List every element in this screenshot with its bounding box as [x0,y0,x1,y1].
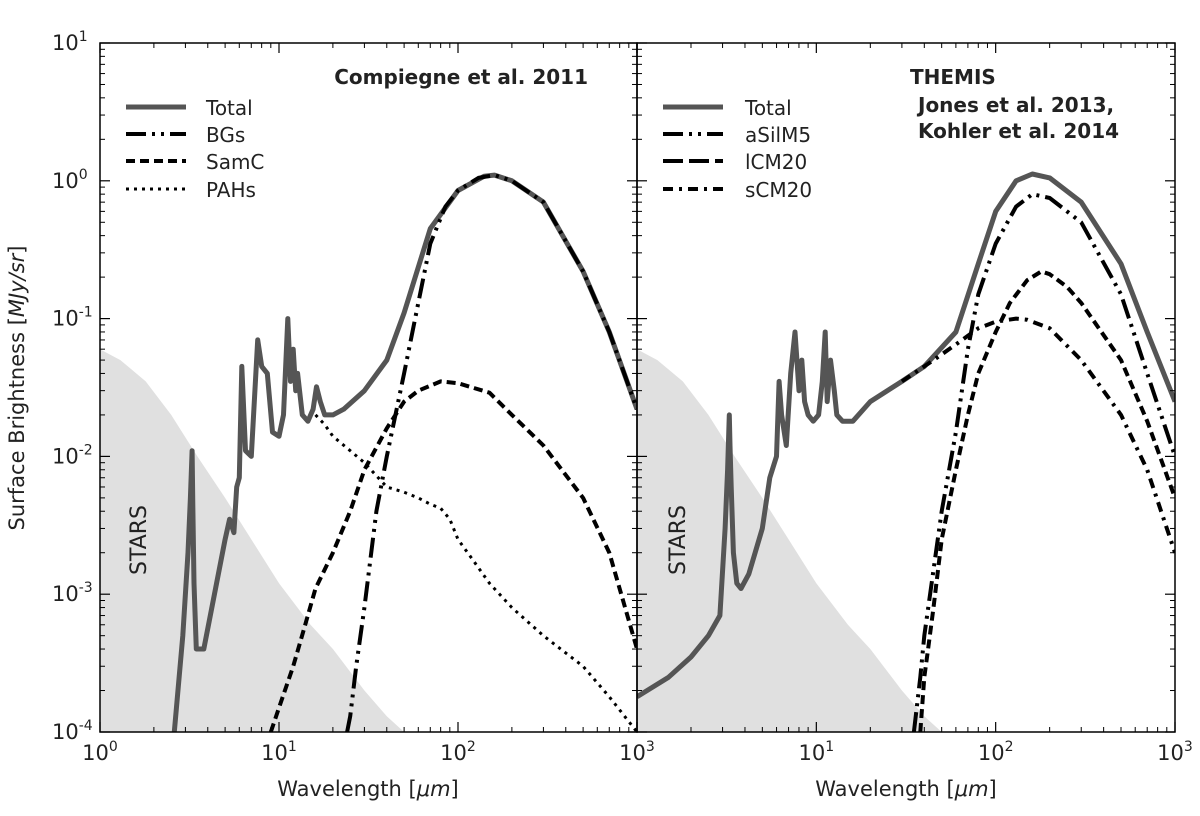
stars-label-left: STARS [127,505,152,575]
x-tick-label: 102 [978,739,1014,765]
stars-label-right: STARS [666,505,691,575]
x-tick-label: 101 [261,739,297,765]
series-line-total-left [171,172,637,732]
y-tick-label: 100 [52,167,88,193]
series-line-asilm5-right [911,192,1175,732]
series-line-lcm20-right [918,269,1175,732]
y-tick-label: 10-4 [52,718,93,744]
series-line-samc-left [268,379,637,732]
y-tick-label: 10-2 [52,442,93,468]
x-tick-label: 103 [619,739,655,765]
panel-title-right-1: THEMIS [910,65,996,89]
series-line-total-right [637,171,1175,699]
y-tick-label: 10-3 [52,580,93,606]
x-tick-label: 100 [82,739,118,765]
legend-right: Total aSilM5 lCM20 sCM20 [663,96,812,202]
x-tick-label: 103 [1157,739,1193,765]
x-tick-label: 101 [799,739,835,765]
legend-label-bgs: BGs [206,123,245,147]
legend-label-pahs: PAHs [206,178,256,202]
legend-left: Total BGs SamC PAHs [126,96,264,202]
series-line-scm20-right [900,316,1175,554]
legend-label-scm20: sCM20 [745,178,812,202]
panel-frame-right [636,42,1176,733]
y-tick-label: 101 [52,29,88,55]
legend-label-total-left: Total [205,96,253,120]
legend-label-samc: SamC [206,150,264,174]
panel-title-right-3: Kohler et al. 2014 [918,119,1119,143]
y-tick-label: 10-1 [52,305,93,331]
panel-title-left: Compiegne et al. 2011 [334,65,588,89]
series-line-bgs-left [345,173,637,732]
x-axis-label-left: Wavelength [μm] [277,777,458,801]
x-axis-label-right: Wavelength [μm] [815,777,996,801]
legend-label-asilm5: aSilM5 [745,123,811,147]
stars-area-right [637,349,950,732]
series-line-pahs-left [314,413,637,732]
x-tick-label: 102 [440,739,476,765]
legend-label-lcm20: lCM20 [745,150,807,174]
legend-label-total-right: Total [744,96,792,120]
panel-title-right-2: Jones et al. 2013, [916,93,1114,117]
stars-area-left [100,349,412,732]
y-axis-label: Surface Brightness [MJy/sr] [5,245,29,530]
